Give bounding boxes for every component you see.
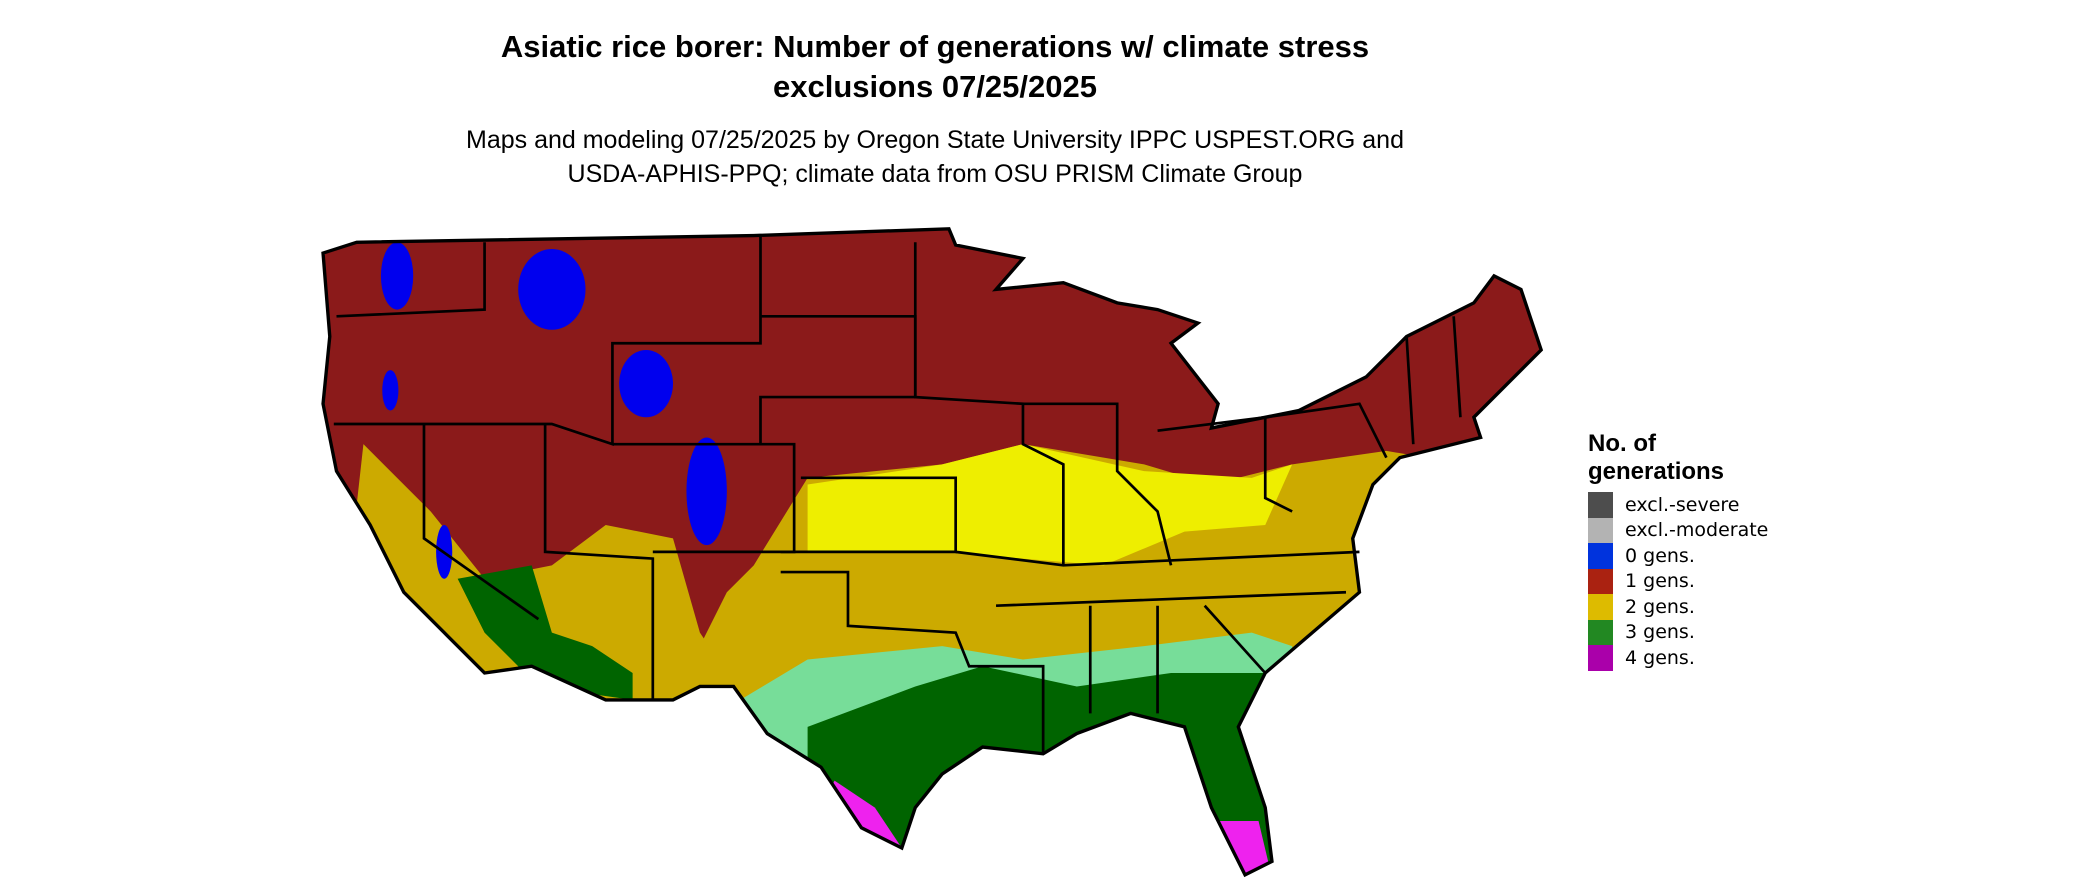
legend-swatch <box>1588 594 1613 620</box>
legend-item: 2 gens. <box>1588 594 1768 620</box>
region-4-gen-texas <box>827 780 902 848</box>
legend-swatch <box>1588 543 1613 569</box>
us-outline <box>321 227 1544 878</box>
legend: No. of generations excl.-severe excl.-mod… <box>1588 430 1768 671</box>
region-3-gen-arizona <box>457 565 633 700</box>
map-title-line2: exclusions 07/25/2025 <box>772 69 1097 104</box>
legend-title-line1: No. of <box>1588 430 1656 457</box>
legend-item: excl.-severe <box>1588 492 1768 518</box>
legend-title-line2: generations <box>1588 458 1725 485</box>
map-subtitle-line2: USDA-APHIS-PPQ; climate data from OSU PR… <box>567 160 1303 188</box>
legend-swatch <box>1588 619 1613 645</box>
map-subtitle-line1: Maps and modeling 07/25/2025 by Oregon S… <box>466 126 1404 154</box>
legend-swatch <box>1588 517 1613 543</box>
legend-swatch <box>1588 568 1613 594</box>
region-2-gen-light <box>807 444 1293 566</box>
legend-label: 1 gens. <box>1625 570 1695 593</box>
legend-item: 0 gens. <box>1588 543 1768 569</box>
legend-item: 4 gens. <box>1588 645 1768 671</box>
legend-swatch <box>1588 645 1613 671</box>
legend-label: excl.-moderate <box>1625 519 1769 542</box>
legend-label: 3 gens. <box>1625 621 1695 644</box>
legend-label: excl.-severe <box>1625 493 1740 516</box>
legend-label: 0 gens. <box>1625 544 1695 567</box>
legend-swatch <box>1588 492 1613 518</box>
legend-item: excl.-moderate <box>1588 517 1769 543</box>
legend-label: 2 gens. <box>1625 595 1695 618</box>
legend-label: 4 gens. <box>1625 646 1695 669</box>
legend-item: 1 gens. <box>1588 568 1768 594</box>
legend-item: 3 gens. <box>1588 619 1768 645</box>
map-title-line1: Asiatic rice borer: Number of generation… <box>500 29 1370 64</box>
state-borders <box>333 235 1462 754</box>
region-0-gen <box>380 242 727 579</box>
